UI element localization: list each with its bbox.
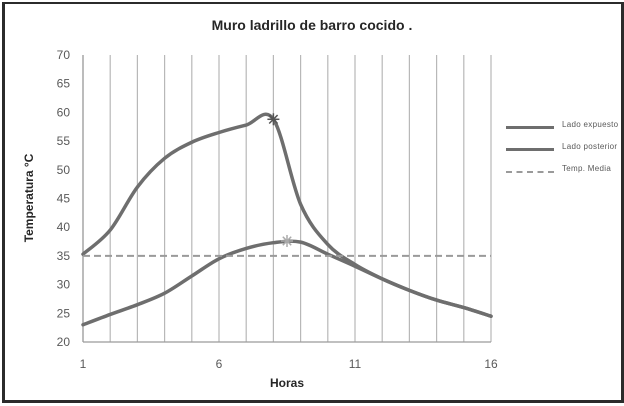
y-tick-label: 45 (57, 192, 71, 206)
y-tick-label: 60 (57, 105, 71, 119)
legend-label: Temp. Media (562, 164, 612, 173)
legend-label: Lado posterior (562, 142, 618, 151)
series-lado-expuesto (81, 112, 493, 318)
star-marker-icon (267, 113, 280, 126)
y-tick-label: 30 (57, 278, 71, 292)
legend-dashed-line-icon (506, 171, 554, 173)
x-tick-label: 16 (484, 357, 498, 371)
legend-label: Lado expuesto (562, 120, 619, 129)
x-axis-label: Horas (269, 376, 305, 390)
legend-line-icon (506, 148, 554, 151)
y-tick-label: 35 (57, 249, 71, 263)
y-tick-label: 50 (57, 163, 71, 177)
x-tick-label: 1 (80, 357, 87, 371)
y-tick-label: 20 (57, 335, 71, 349)
star-marker-icon (281, 234, 293, 247)
y-tick-label: 55 (57, 134, 71, 148)
chart-title: Muro ladrillo de barro cocido . (211, 17, 413, 33)
series-lado-posterior (81, 239, 493, 327)
axes (82, 55, 491, 343)
data-series (81, 112, 493, 327)
x-tick-label: 6 (216, 357, 223, 371)
y-tick-label: 25 (57, 306, 71, 320)
y-tick-label: 65 (57, 77, 71, 91)
y-tick-label: 70 (57, 48, 71, 62)
x-tick-label: 11 (349, 357, 362, 371)
legend-line-icon (506, 126, 554, 129)
y-tick-label: 40 (57, 220, 71, 234)
data-markers (267, 113, 293, 247)
